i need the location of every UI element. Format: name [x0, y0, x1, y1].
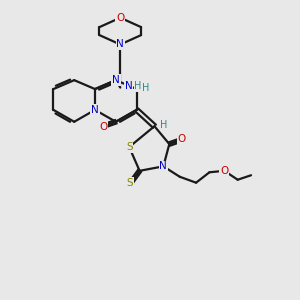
Text: O: O — [99, 122, 107, 132]
Text: N: N — [112, 75, 120, 85]
Text: O: O — [116, 13, 124, 23]
Text: H: H — [160, 120, 168, 130]
Text: H: H — [134, 81, 142, 91]
Text: N: N — [125, 81, 133, 91]
Text: S: S — [126, 142, 133, 152]
Text: H: H — [142, 82, 150, 93]
Text: O: O — [178, 134, 186, 144]
Text: N: N — [160, 161, 167, 171]
Text: N: N — [91, 105, 99, 115]
Text: S: S — [127, 178, 134, 188]
Text: O: O — [220, 166, 228, 176]
Text: N: N — [116, 40, 124, 50]
